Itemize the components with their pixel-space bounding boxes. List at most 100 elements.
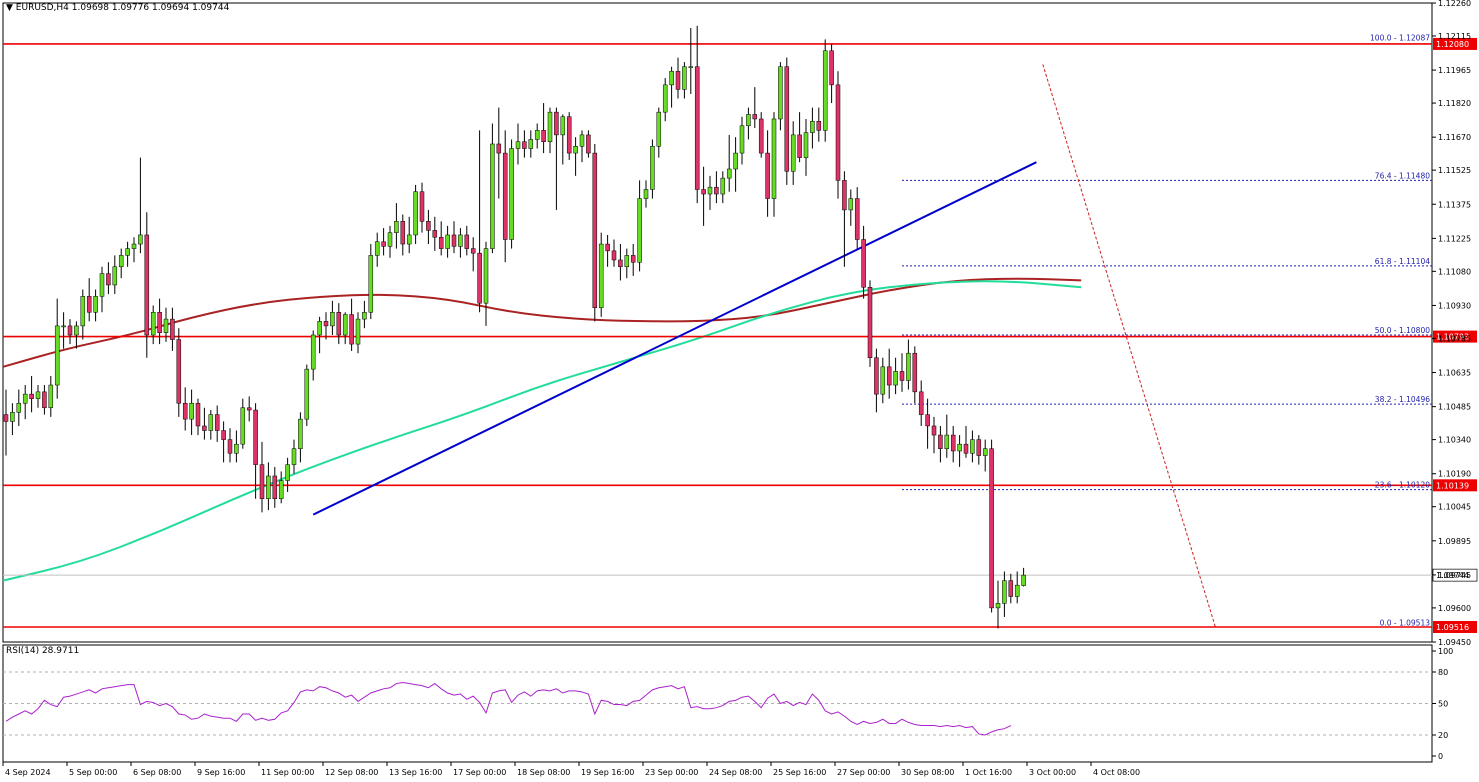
bullish-candle bbox=[342, 314, 348, 336]
bearish-candle bbox=[675, 70, 681, 90]
bearish-candle bbox=[470, 248, 476, 254]
current-price-label: 1.09744 bbox=[1436, 571, 1469, 580]
bearish-candle bbox=[3, 414, 9, 422]
bullish-candle bbox=[355, 318, 361, 345]
bullish-candle bbox=[995, 603, 1001, 609]
bearish-candle bbox=[419, 191, 425, 222]
time-tick-label: 1 Oct 16:00 bbox=[965, 768, 1012, 777]
bearish-candle bbox=[854, 198, 860, 240]
bullish-candle bbox=[445, 234, 450, 249]
time-tick-label: 19 Sep 16:00 bbox=[581, 768, 634, 777]
bullish-candle bbox=[720, 177, 726, 195]
bearish-candle bbox=[758, 118, 764, 154]
bearish-candle bbox=[170, 318, 175, 340]
price-tick-label: 1.11225 bbox=[1438, 234, 1471, 243]
price-panel-frame bbox=[2, 2, 1433, 643]
chart-header: ▼ EURUSD,H4 1.09698 1.09776 1.09694 1.09… bbox=[6, 3, 229, 13]
bearish-candle bbox=[842, 180, 847, 211]
bullish-candle bbox=[150, 312, 156, 336]
bearish-candle bbox=[752, 114, 758, 120]
bullish-candle bbox=[906, 352, 911, 381]
price-tick-label: 1.11525 bbox=[1438, 166, 1471, 175]
price-tick-label: 1.11670 bbox=[1438, 133, 1471, 142]
bearish-candle bbox=[605, 243, 610, 252]
bullish-candle bbox=[746, 114, 751, 127]
bullish-candle bbox=[880, 366, 886, 395]
bullish-candle bbox=[822, 50, 828, 131]
bearish-candle bbox=[182, 402, 188, 420]
bearish-candle bbox=[426, 221, 431, 231]
bullish-candle bbox=[298, 418, 303, 449]
bearish-candle bbox=[592, 152, 598, 308]
bearish-candle bbox=[502, 152, 508, 240]
bullish-candle bbox=[803, 132, 809, 158]
bearish-candle bbox=[861, 239, 866, 288]
bullish-candle bbox=[208, 414, 214, 431]
bearish-candle bbox=[349, 314, 354, 345]
bearish-candle bbox=[765, 152, 770, 199]
bullish-candle bbox=[515, 141, 521, 149]
price-tick-label: 1.10485 bbox=[1438, 403, 1471, 412]
time-tick-label: 4 Oct 08:00 bbox=[1093, 768, 1140, 777]
bullish-candle bbox=[970, 439, 975, 454]
collapse-triangle-icon[interactable]: ▼ bbox=[6, 3, 13, 13]
time-axis: 4 Sep 2024 5 Sep 00:00 6 Sep 08:00 9 Sep 16… bbox=[2, 762, 1140, 777]
bearish-candle bbox=[29, 393, 34, 399]
bullish-candle bbox=[189, 402, 194, 420]
bullish-candle bbox=[240, 407, 246, 445]
bullish-candle bbox=[547, 111, 553, 142]
level-price-label: 1.12080 bbox=[1436, 40, 1469, 49]
bullish-candle bbox=[234, 443, 239, 454]
bearish-candle bbox=[714, 186, 719, 195]
bullish-candle bbox=[643, 189, 649, 199]
bullish-candle bbox=[93, 296, 98, 313]
rsi-tick-label: 100 bbox=[1438, 647, 1453, 656]
symbol-label: EURUSD,H4 bbox=[15, 3, 69, 13]
bearish-candle bbox=[323, 321, 329, 327]
bullish-candle bbox=[726, 168, 732, 179]
bullish-candle bbox=[266, 475, 271, 499]
bullish-candle bbox=[662, 84, 668, 113]
bearish-candle bbox=[227, 439, 233, 454]
bullish-candle bbox=[285, 464, 290, 481]
time-tick-label: 23 Sep 00:00 bbox=[645, 768, 698, 777]
bearish-candle bbox=[938, 434, 943, 449]
fib-level-label: 0.0 - 1.09513 bbox=[1380, 619, 1431, 628]
bullish-candle bbox=[118, 255, 124, 268]
bearish-candle bbox=[618, 259, 623, 268]
bullish-candle bbox=[362, 312, 367, 320]
bullish-candle bbox=[387, 232, 393, 247]
bullish-candle bbox=[688, 66, 694, 68]
bullish-candle bbox=[560, 116, 566, 136]
bearish-candle bbox=[202, 425, 207, 431]
bullish-candle bbox=[669, 70, 674, 86]
bullish-candle bbox=[650, 146, 655, 190]
rsi-tick-label: 80 bbox=[1438, 668, 1448, 677]
bullish-candle bbox=[778, 66, 783, 120]
horizontal-levels: 1.12080 1.10793 1.10139 1.09516 1.09744 bbox=[3, 37, 1478, 633]
fib-level-label: 100.0 - 1.12087 bbox=[1370, 33, 1430, 42]
bullish-candle bbox=[163, 318, 169, 333]
time-tick-label: 6 Sep 08:00 bbox=[133, 768, 181, 777]
bullish-candle bbox=[330, 312, 335, 327]
time-tick-label: 24 Sep 08:00 bbox=[709, 768, 762, 777]
time-tick-label: 9 Sep 16:00 bbox=[197, 768, 245, 777]
bullish-candle bbox=[490, 143, 495, 249]
bullish-candle bbox=[848, 198, 854, 211]
fast-moving-average-line bbox=[2, 280, 1082, 582]
bullish-candle bbox=[707, 186, 713, 195]
bearish-candle bbox=[42, 391, 47, 409]
time-tick-label: 25 Sep 16:00 bbox=[773, 768, 826, 777]
bearish-candle bbox=[246, 407, 252, 411]
fib-level-label: 23.6 - 1.10120 bbox=[1375, 481, 1430, 490]
bearish-candle bbox=[464, 234, 470, 249]
time-tick-label: 13 Sep 16:00 bbox=[389, 768, 442, 777]
bullish-candle bbox=[579, 134, 585, 147]
bearish-candle bbox=[611, 250, 617, 261]
bullish-candle bbox=[10, 412, 15, 422]
level-price-tag bbox=[1433, 620, 1477, 633]
bearish-candle bbox=[477, 252, 482, 304]
bullish-candle bbox=[138, 234, 143, 245]
bearish-candle bbox=[586, 134, 591, 154]
